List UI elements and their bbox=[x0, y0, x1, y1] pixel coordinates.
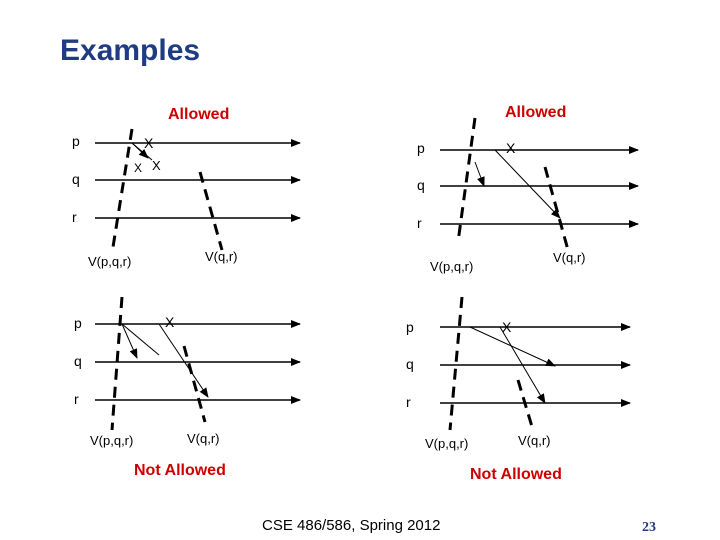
process-label-r: r bbox=[74, 391, 79, 407]
event-x: X bbox=[502, 319, 512, 335]
panel-caption: Not Allowed bbox=[470, 466, 562, 483]
panel-bottom-right: p q r X V(p,q,r) V(q,r) Not Allowed bbox=[406, 296, 631, 483]
message-arrow bbox=[474, 161, 485, 187]
event-x: X bbox=[134, 161, 142, 175]
message-arrow bbox=[469, 326, 556, 367]
cut-line-pqr bbox=[110, 296, 124, 431]
process-label-q: q bbox=[72, 171, 80, 187]
cut-label-pqr: V(p,q,r) bbox=[425, 436, 468, 451]
event-x: X bbox=[152, 158, 161, 173]
process-label-q: q bbox=[417, 177, 425, 193]
cut-label-qr: V(q,r) bbox=[187, 431, 220, 446]
process-label-r: r bbox=[406, 394, 411, 410]
cut-label-pqr: V(p,q,r) bbox=[88, 254, 131, 269]
panel-caption: Allowed bbox=[505, 104, 566, 121]
cut-label-qr: V(q,r) bbox=[518, 433, 551, 448]
page-number: 23 bbox=[642, 520, 656, 535]
cut-line-qr bbox=[516, 379, 535, 431]
panel-bottom-left: p q r X V(p,q,r) V(q,r) Not Allowed bbox=[74, 296, 301, 479]
process-label-r: r bbox=[417, 215, 422, 231]
panel-caption: Not Allowed bbox=[134, 462, 226, 479]
message-arrow bbox=[494, 149, 561, 219]
slide-title: Examples bbox=[60, 34, 201, 67]
cut-line-pqr bbox=[111, 128, 134, 248]
message-arrow bbox=[158, 323, 209, 398]
cut-label-qr: V(q,r) bbox=[553, 250, 586, 265]
process-label-p: p bbox=[74, 315, 82, 331]
cut-label-pqr: V(p,q,r) bbox=[90, 433, 133, 448]
cut-label-pqr: V(p,q,r) bbox=[430, 259, 473, 274]
panel-caption: Allowed bbox=[168, 106, 229, 123]
cut-line-qr bbox=[182, 345, 207, 423]
event-x: X bbox=[165, 314, 175, 330]
process-label-q: q bbox=[406, 356, 414, 372]
cut-line-pqr bbox=[448, 296, 464, 431]
event-x: X bbox=[506, 140, 516, 156]
message-arrow bbox=[131, 142, 153, 161]
process-label-q: q bbox=[74, 353, 82, 369]
cut-line-pqr bbox=[456, 117, 477, 243]
panel-top-right: Allowed p q r X V(p,q,r) V(q,r) bbox=[417, 104, 639, 274]
slide-footer: CSE 486/586, Spring 2012 bbox=[262, 517, 441, 534]
process-label-p: p bbox=[417, 140, 425, 156]
cut-label-qr: V(q,r) bbox=[205, 249, 238, 264]
event-x: X bbox=[144, 135, 154, 151]
message-arrow bbox=[121, 323, 138, 359]
message-arrow bbox=[499, 326, 546, 404]
process-label-p: p bbox=[406, 319, 414, 335]
cut-line-qr bbox=[198, 171, 224, 251]
cut-line-qr bbox=[543, 166, 570, 251]
panel-top-left: Allowed p q r X X X V(p,q,r) V(q,r) bbox=[72, 106, 301, 269]
message-arrow bbox=[121, 323, 160, 356]
process-label-p: p bbox=[72, 133, 80, 149]
process-label-r: r bbox=[72, 209, 77, 225]
